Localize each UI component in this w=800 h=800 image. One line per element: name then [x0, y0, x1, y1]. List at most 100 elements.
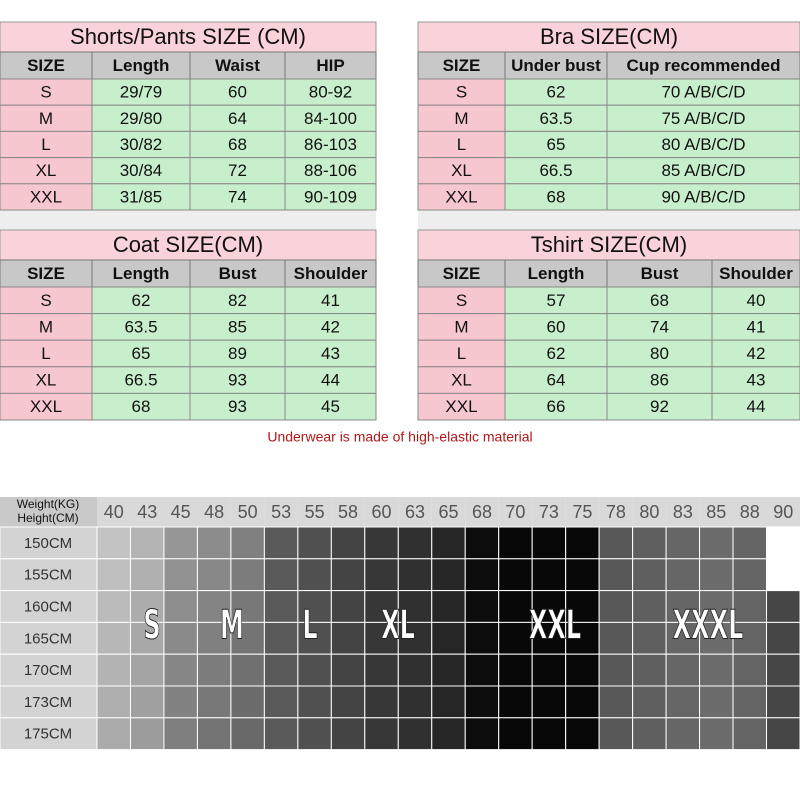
- grid-cell: [464, 558, 500, 592]
- grid-cell: [665, 558, 701, 592]
- table-cell: [417, 157, 506, 185]
- grid-cell: [163, 685, 198, 719]
- grid-cell: [230, 717, 265, 751]
- size-label: XXXL: [673, 601, 744, 648]
- table-title-bg: [417, 21, 800, 53]
- height-cell: [0, 717, 98, 751]
- grid-cell: [565, 653, 600, 687]
- grid-cell: [732, 685, 768, 719]
- cell-text: L: [41, 135, 50, 154]
- cell-text: 68: [132, 397, 151, 416]
- cell-text: S: [40, 83, 51, 102]
- grid-cell: [431, 590, 466, 623]
- grid-cell: [196, 653, 232, 687]
- weight-cell: [398, 497, 432, 527]
- grid-cell: [364, 685, 399, 719]
- grid-cell: [196, 526, 232, 560]
- header-label: Length: [113, 264, 170, 283]
- table-cell: [284, 339, 377, 368]
- cell-text: 60: [228, 83, 247, 102]
- cell-text: 42: [747, 344, 766, 363]
- table-cell: [284, 366, 377, 394]
- header-label: SIZE: [27, 56, 65, 75]
- grid-cell: [531, 526, 567, 560]
- weight-cell: [532, 497, 566, 527]
- cell-text: 82: [228, 291, 247, 310]
- grid-cell: [297, 653, 332, 687]
- header-label: Bust: [641, 264, 679, 283]
- weight-label: 50: [238, 502, 258, 522]
- cell-text: 45: [321, 397, 340, 416]
- cell-text: 72: [228, 161, 247, 180]
- grid-cell: [531, 621, 567, 655]
- grid-cell: [766, 717, 800, 751]
- grid-cell: [464, 685, 500, 719]
- grid-cell: [397, 717, 433, 751]
- weight-label: 53: [271, 502, 291, 522]
- grid-cell: [732, 621, 768, 655]
- table-cell: [711, 286, 800, 315]
- table-cell: [606, 130, 800, 159]
- cell-text: 66.5: [539, 161, 572, 180]
- table-cell: [417, 183, 506, 211]
- table-cell: [417, 392, 506, 421]
- table-cell: [0, 313, 93, 341]
- grid-cell: [431, 717, 466, 751]
- grid-cell: [129, 717, 165, 751]
- weight-label: 48: [204, 502, 224, 522]
- cell-text: 44: [321, 371, 340, 390]
- grid-cell: [665, 653, 701, 687]
- cell-text: XXL: [30, 397, 62, 416]
- table-cell: [189, 130, 286, 159]
- table-cell: [284, 78, 377, 106]
- cell-text: S: [456, 291, 467, 310]
- cell-text: 44: [747, 397, 766, 416]
- grid-cell: [598, 621, 634, 655]
- grid-cell: [699, 717, 734, 751]
- weight-cell: [431, 497, 466, 527]
- grid-cell: [531, 685, 567, 719]
- weight-label: 75: [572, 502, 592, 522]
- grid-cell: [129, 558, 165, 592]
- header-cell: [284, 51, 377, 80]
- grid-cell: [96, 590, 131, 623]
- grid-cell: [598, 558, 634, 592]
- weight-label: 83: [673, 502, 693, 522]
- grid-cell: [297, 685, 332, 719]
- cell-text: 64: [547, 371, 566, 390]
- grid-cell: [732, 653, 768, 687]
- weight-label: 90: [773, 502, 793, 522]
- height-label: 150CM: [24, 535, 72, 552]
- table-cell: [91, 313, 191, 341]
- cell-text: 66: [547, 397, 566, 416]
- cell-text: 43: [747, 371, 766, 390]
- weight-label: 80: [639, 502, 659, 522]
- weight-cell: [699, 497, 734, 527]
- header-label: Waist: [215, 56, 260, 75]
- grid-cell: [632, 717, 667, 751]
- grid-cell: [632, 685, 667, 719]
- grid-cell: [263, 526, 299, 560]
- cell-text: 63.5: [539, 109, 572, 128]
- grid-cell: [464, 717, 500, 751]
- grid-cell: [330, 526, 366, 560]
- grid-cell: [297, 717, 332, 751]
- grid-cell: [431, 621, 466, 655]
- cell-text: 63.5: [124, 317, 157, 336]
- cell-text: 85 A/B/C/D: [661, 161, 745, 180]
- cell-text: S: [40, 291, 51, 310]
- grid-cell: [230, 558, 265, 592]
- weight-label: 73: [539, 502, 559, 522]
- table-cell: [606, 313, 713, 341]
- header-label: Length: [113, 56, 170, 75]
- grid-cell: [330, 590, 366, 623]
- table-cell: [0, 183, 93, 211]
- cell-text: 29/79: [120, 83, 163, 102]
- cell-text: 80 A/B/C/D: [661, 135, 745, 154]
- corner-label: Height(CM): [17, 511, 78, 525]
- grid-cell: [263, 558, 299, 592]
- table-cell: [189, 392, 286, 421]
- grid-cell: [498, 653, 533, 687]
- weight-label: 85: [706, 502, 726, 522]
- grid-cell: [464, 653, 500, 687]
